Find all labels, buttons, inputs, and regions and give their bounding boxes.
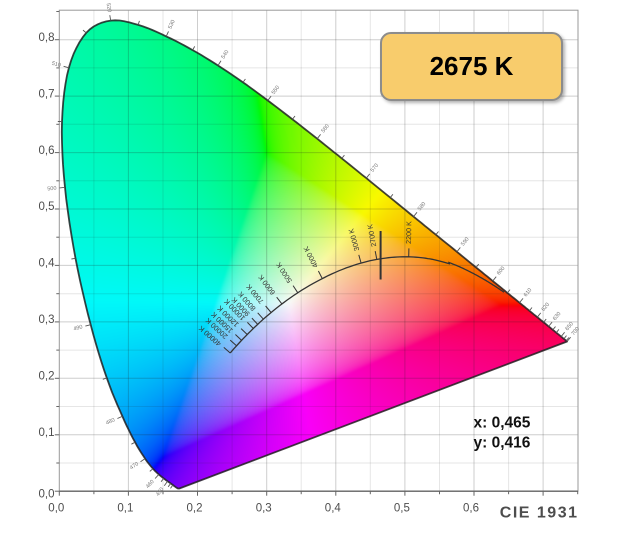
svg-text:0,4: 0,4 (325, 503, 342, 515)
svg-text:550: 550 (271, 85, 281, 96)
svg-text:0,0: 0,0 (48, 503, 64, 515)
svg-text:0,3: 0,3 (256, 503, 272, 515)
svg-text:5000 K: 5000 K (274, 261, 294, 285)
svg-text:0,7: 0,7 (39, 88, 55, 100)
svg-text:0,2: 0,2 (187, 503, 203, 515)
svg-text:570: 570 (370, 163, 380, 174)
svg-text:0,1: 0,1 (39, 427, 55, 439)
svg-text:2700 K: 2700 K (365, 223, 378, 247)
svg-text:510: 510 (51, 61, 61, 69)
svg-text:610: 610 (523, 287, 533, 298)
svg-text:CIE 1931: CIE 1931 (500, 505, 579, 522)
svg-text:650: 650 (565, 321, 575, 332)
svg-text:460: 460 (145, 479, 156, 490)
svg-text:0,5: 0,5 (39, 201, 55, 213)
svg-text:500: 500 (47, 186, 57, 193)
svg-text:0,2: 0,2 (39, 371, 55, 383)
svg-text:480: 480 (105, 417, 116, 426)
svg-text:0,4: 0,4 (39, 258, 56, 270)
svg-text:590: 590 (460, 236, 470, 247)
svg-text:600: 600 (496, 266, 506, 277)
svg-text:700: 700 (571, 326, 581, 337)
svg-text:0,0: 0,0 (39, 488, 55, 500)
svg-text:620: 620 (541, 302, 551, 313)
svg-text:0,3: 0,3 (39, 314, 55, 326)
svg-text:0,5: 0,5 (394, 503, 410, 515)
svg-text:y: 0,416: y: 0,416 (474, 435, 531, 452)
svg-text:x: 0,465: x: 0,465 (474, 414, 531, 431)
svg-text:470: 470 (129, 461, 140, 471)
svg-text:0,6: 0,6 (39, 145, 55, 157)
svg-text:0,1: 0,1 (117, 503, 133, 515)
svg-text:530: 530 (167, 19, 176, 30)
svg-text:0,8: 0,8 (39, 32, 55, 44)
svg-text:3000 K: 3000 K (346, 227, 361, 252)
svg-text:0,6: 0,6 (463, 503, 479, 515)
svg-text:450: 450 (155, 487, 165, 498)
svg-text:630: 630 (552, 311, 562, 322)
svg-text:520: 520 (105, 3, 112, 13)
svg-text:580: 580 (417, 201, 427, 212)
svg-text:490: 490 (73, 324, 83, 332)
svg-text:2200 K: 2200 K (404, 221, 414, 244)
svg-text:540: 540 (220, 49, 230, 60)
svg-text:560: 560 (321, 123, 331, 134)
